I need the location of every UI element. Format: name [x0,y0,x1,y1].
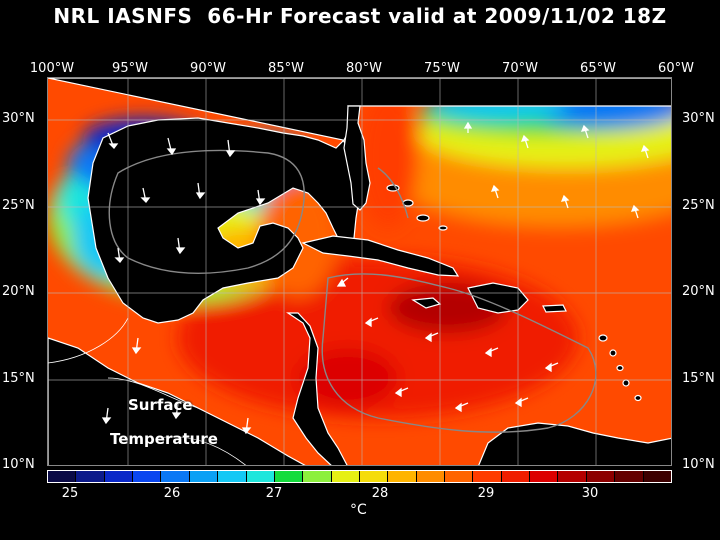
colorbar-cell [586,471,616,482]
colorbar-cell [274,471,304,482]
colorbar-cell [643,471,671,482]
lon-label: 95°W [112,61,148,76]
lon-label: 70°W [502,61,538,76]
lat-label-left: 20°N [2,284,35,299]
temperature-colorbar [47,470,672,483]
land-masses [48,78,671,465]
map-annotation-line2: Temperature [110,430,218,448]
colorbar-cell [359,471,389,482]
map-canvas [48,78,671,465]
colorbar-cell [246,471,275,482]
lon-label: 75°W [424,61,460,76]
colorbar-unit: °C [350,502,367,518]
colorbar-cell [473,471,502,482]
colorbar-tick: 28 [371,486,389,501]
colorbar-cell [218,471,247,482]
colorbar-cell [48,471,77,482]
sea-surface-temperature-map: Surface Temperature [47,77,672,466]
colorbar-tick: 30 [581,486,599,501]
graticule [48,78,671,465]
lat-label-left: 30°N [2,111,35,126]
lon-label: 85°W [268,61,304,76]
colorbar-cell [189,471,219,482]
colorbar-cell [303,471,332,482]
colorbar-cell [530,471,559,482]
colorbar-cell [501,471,531,482]
lat-label-right: 25°N [682,198,715,213]
lat-label-left: 10°N [2,457,35,472]
lat-label-right: 15°N [682,371,715,386]
colorbar-tick: 26 [163,486,181,501]
wind-vectors [101,121,650,435]
lat-label-left: 15°N [2,371,35,386]
colorbar-tick: 25 [61,486,79,501]
colorbar-cell [331,471,360,482]
colorbar-cell [161,471,190,482]
colorbar-cell [133,471,162,482]
lat-label-right: 30°N [682,111,715,126]
lon-label: 65°W [580,61,616,76]
lat-label-left: 25°N [2,198,35,213]
lon-label: 90°W [190,61,226,76]
map-title: NRL IASNFS 66-Hr Forecast valid at 2009/… [53,4,667,28]
borders [48,317,247,465]
lat-label-right: 10°N [682,457,715,472]
colorbar-cell [416,471,446,482]
colorbar-cell [445,471,474,482]
colorbar-cell [615,471,644,482]
colorbar-cell [76,471,105,482]
colorbar-tick: 29 [477,486,495,501]
lon-label: 80°W [346,61,382,76]
colorbar-cell [104,471,134,482]
colorbar-cell [388,471,417,482]
lat-label-right: 20°N [682,284,715,299]
lon-label: 60°W [658,61,694,76]
colorbar-tick: 27 [265,486,283,501]
map-annotation-line1: Surface [128,396,193,414]
colorbar-cell [558,471,587,482]
lon-label: 100°W [29,61,75,76]
